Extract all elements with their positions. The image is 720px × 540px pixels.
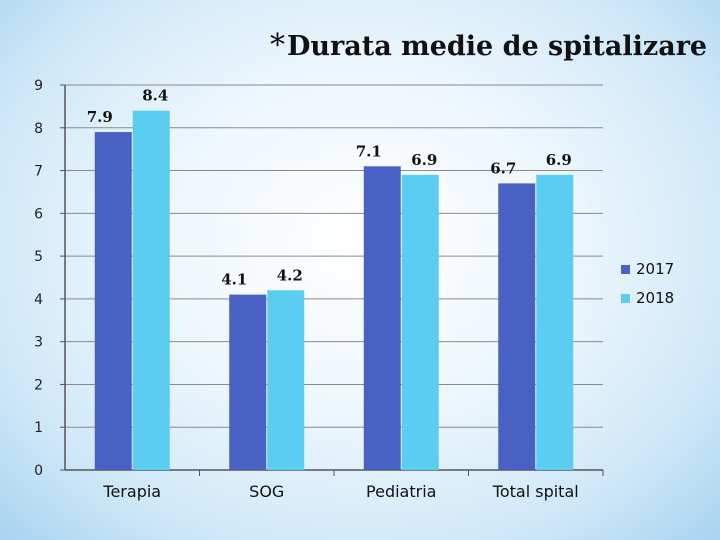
x-category-label: Total spital <box>492 482 579 501</box>
data-label: 4.2 <box>277 266 303 284</box>
x-category-label: Terapia <box>102 482 161 501</box>
data-label: 4.1 <box>221 271 247 289</box>
legend-swatch-2018 <box>621 294 630 303</box>
data-labels: 7.9 8.4 4.1 4.2 7.1 6.9 6.7 6.9 <box>87 87 572 289</box>
bar-2018 <box>267 290 305 470</box>
x-category-label: SOG <box>249 482 284 501</box>
legend: 2017 2018 <box>621 260 674 307</box>
bars <box>94 110 574 471</box>
y-tick-label: 1 <box>34 420 43 436</box>
bar-2018 <box>132 110 170 471</box>
bar-2017 <box>94 132 132 471</box>
y-tick-label: 2 <box>34 377 43 393</box>
y-tick-label: 0 <box>34 463 43 479</box>
y-axis: 0 1 2 3 4 5 6 7 8 9 <box>34 78 66 479</box>
legend-swatch-2017 <box>621 265 630 274</box>
chart-title: *Durata medie de spitalizare <box>270 28 707 63</box>
y-tick-label: 3 <box>34 335 43 351</box>
y-tick-label: 5 <box>34 249 43 265</box>
title-asterisk: * <box>270 28 285 63</box>
legend-label: 2018 <box>636 289 674 307</box>
data-label: 7.1 <box>356 142 382 160</box>
legend-label: 2017 <box>636 260 674 278</box>
y-tick-label: 6 <box>34 206 43 222</box>
data-label: 8.4 <box>142 87 168 105</box>
bar-2017 <box>363 166 401 470</box>
y-tick-label: 9 <box>34 78 43 94</box>
bar-2018 <box>536 174 574 471</box>
bar-2018 <box>401 174 439 471</box>
x-category-label: Pediatria <box>366 482 436 501</box>
data-label: 6.9 <box>546 151 572 169</box>
data-label: 6.7 <box>490 159 516 177</box>
bar-2017 <box>498 183 536 470</box>
x-axis: Terapia SOG Pediatria Total spital <box>102 470 604 501</box>
y-tick-label: 7 <box>34 164 43 180</box>
bar-2017 <box>229 294 267 470</box>
data-label: 6.9 <box>411 151 437 169</box>
y-tick-label: 4 <box>34 292 43 308</box>
data-label: 7.9 <box>87 108 113 126</box>
y-tick-label: 8 <box>34 121 43 137</box>
title-text: Durata medie de spitalizare <box>287 31 708 62</box>
